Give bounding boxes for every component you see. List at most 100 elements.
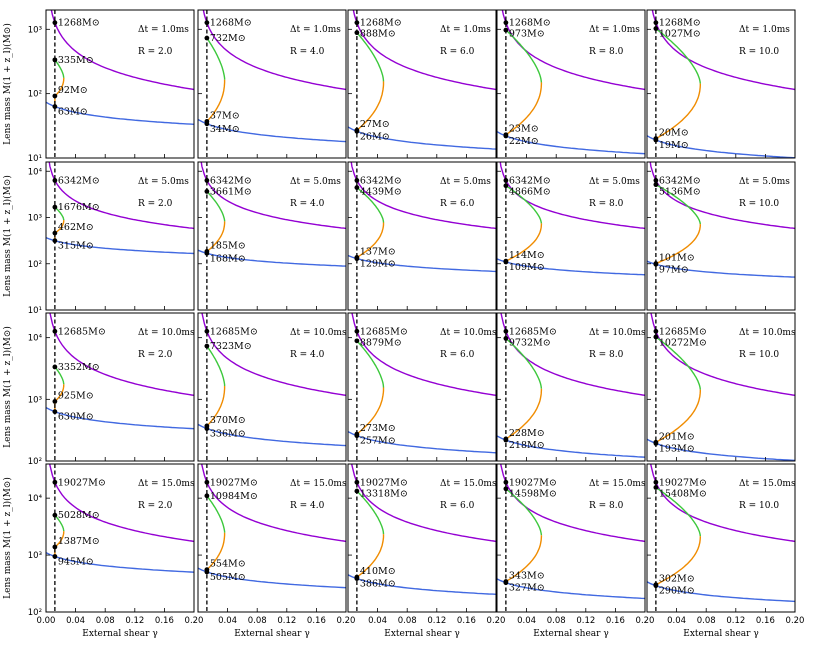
lower-point xyxy=(52,554,58,559)
x-tick-label: 0.12 xyxy=(576,616,595,626)
top-point xyxy=(503,177,509,183)
blue-curve xyxy=(198,118,346,143)
mid-point xyxy=(204,343,210,349)
mid-mass-label: 4439M⊙ xyxy=(360,186,402,197)
lower-point xyxy=(204,569,210,575)
r-label: R = 8.0 xyxy=(589,199,624,209)
upper-mass-label: 27M⊙ xyxy=(360,119,390,130)
y-axis-label: Lens mass M(1 + z_l)(M⊙) xyxy=(2,326,13,448)
mid-mass-label: 9732M⊙ xyxy=(509,337,551,348)
orange-curve xyxy=(356,222,385,259)
y-axis-label: Lens mass M(1 + z_l)(M⊙) xyxy=(2,23,13,145)
panel-frame xyxy=(347,9,497,159)
orange-curve xyxy=(655,536,701,586)
x-tick-label: 0.08 xyxy=(697,616,716,626)
top-point xyxy=(653,177,659,183)
x-tick-label: 0.16 xyxy=(756,616,775,626)
r-label: R = 4.0 xyxy=(290,350,325,360)
mid-mass-label: 8879M⊙ xyxy=(360,337,402,348)
top-mass-label: 1268M⊙ xyxy=(659,18,701,29)
panel-frame xyxy=(646,463,796,613)
upper-mass-label: 185M⊙ xyxy=(210,240,246,251)
blue-curve xyxy=(46,101,194,125)
mid-mass-label: 1676M⊙ xyxy=(58,202,100,213)
lower-mass-label: 218M⊙ xyxy=(509,440,545,451)
x-tick-label: 0.16 xyxy=(606,616,625,626)
delta-t-label: Δt = 5.0ms xyxy=(138,177,189,187)
green-curve xyxy=(206,345,226,386)
panel-frame xyxy=(45,9,195,159)
lower-point xyxy=(354,576,360,582)
blue-curve xyxy=(198,249,346,267)
lower-point xyxy=(653,261,659,267)
x-axis-label: External shear γ xyxy=(384,629,459,639)
y-tick-label: 10² xyxy=(28,457,42,467)
lower-mass-label: 22M⊙ xyxy=(509,136,539,147)
mid-mass-label: 1027M⊙ xyxy=(659,29,701,40)
top-mass-label: 12685M⊙ xyxy=(659,326,707,337)
top-mass-label: 6342M⊙ xyxy=(509,175,551,186)
x-tick-label: 0.08 xyxy=(398,616,417,626)
purple-curve xyxy=(649,162,795,230)
blue-curve xyxy=(497,578,645,600)
mid-point xyxy=(503,335,509,341)
r-label: R = 2.0 xyxy=(138,501,173,511)
delta-t-label: Δt = 15.0ms xyxy=(440,479,497,489)
x-tick-label: 0.00 xyxy=(37,616,56,626)
lower-point xyxy=(503,259,509,265)
upper-mass-label: 462M⊙ xyxy=(58,222,94,233)
lower-mass-label: 97M⊙ xyxy=(659,264,689,275)
orange-curve xyxy=(54,77,65,107)
y-tick-label: 10⁴ xyxy=(28,334,43,344)
green-curve xyxy=(356,490,385,535)
x-tick-label: 0.12 xyxy=(277,616,296,626)
green-curve xyxy=(505,337,543,389)
top-point xyxy=(354,20,360,26)
r-label: R = 2.0 xyxy=(138,47,173,57)
panel-frame xyxy=(197,9,347,159)
panel-curves xyxy=(46,162,194,310)
mid-mass-label: 10984M⊙ xyxy=(210,491,258,502)
y-axis-label: Lens mass M(1 + z_l)(M⊙) xyxy=(2,477,13,599)
upper-point xyxy=(52,230,58,236)
blue-curve xyxy=(46,236,194,255)
r-label: R = 2.0 xyxy=(138,350,173,360)
upper-mass-label: 137M⊙ xyxy=(360,246,396,257)
blue-curve xyxy=(647,438,795,461)
x-tick-label: 0.04 xyxy=(368,616,387,626)
delta-t-label: Δt = 10.0ms xyxy=(138,328,195,338)
orange-curve xyxy=(505,388,543,441)
top-mass-label: 6342M⊙ xyxy=(360,175,402,186)
panel-curves xyxy=(198,313,346,461)
panel-curves xyxy=(198,464,346,612)
top-mass-label: 12685M⊙ xyxy=(210,326,258,337)
top-point xyxy=(204,20,210,26)
delta-t-label: Δt = 10.0ms xyxy=(739,328,796,338)
lower-point xyxy=(52,409,58,415)
upper-mass-label: 37M⊙ xyxy=(210,110,240,121)
mid-point xyxy=(354,185,360,190)
top-mass-label: 12685M⊙ xyxy=(360,326,408,337)
purple-curve xyxy=(50,10,194,91)
top-mass-label: 1268M⊙ xyxy=(360,18,402,29)
panel-curves xyxy=(497,162,645,310)
mid-mass-label: 4866M⊙ xyxy=(509,186,551,197)
blue-curve xyxy=(198,423,346,447)
panel-curves xyxy=(46,313,194,461)
blue-curve xyxy=(647,260,795,278)
orange-curve xyxy=(505,82,543,136)
purple-curve xyxy=(200,162,346,230)
r-label: R = 10.0 xyxy=(739,47,779,57)
panel-frame xyxy=(45,463,195,613)
blue-curve xyxy=(497,258,645,276)
x-tick-label: 0.20 xyxy=(786,616,805,626)
delta-t-label: Δt = 1.0ms xyxy=(440,25,491,35)
lower-point xyxy=(503,580,509,586)
lower-mass-label: 290M⊙ xyxy=(659,586,695,597)
upper-mass-label: 925M⊙ xyxy=(58,390,94,401)
x-tick-label: 0.04 xyxy=(218,616,237,626)
lower-point xyxy=(52,238,58,244)
y-tick-label: 10⁴ xyxy=(28,167,43,177)
top-point xyxy=(354,479,360,485)
